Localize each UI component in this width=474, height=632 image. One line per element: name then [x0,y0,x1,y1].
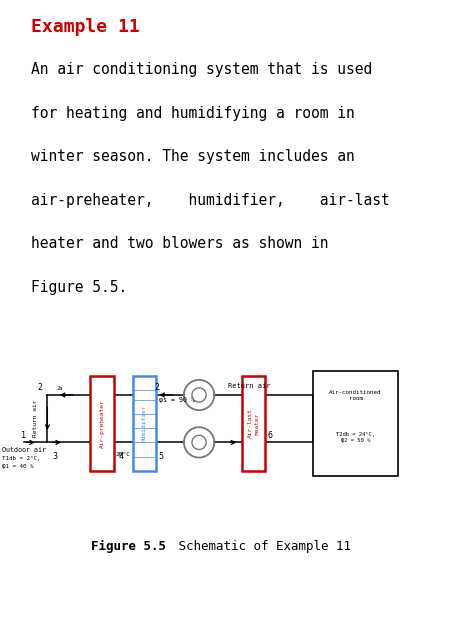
Bar [133,376,156,471]
Text: heater and two blowers as shown in: heater and two blowers as shown in [31,236,328,251]
Text: 2a: 2a [57,386,64,391]
Text: 4: 4 [118,452,124,461]
Bar [313,371,398,476]
Text: 6: 6 [268,430,273,440]
Text: for heating and humidifying a room in: for heating and humidifying a room in [31,106,355,121]
Text: T1db = 2°C,: T1db = 2°C, [2,456,41,461]
Text: 2: 2 [154,383,159,392]
Text: T2db = 24°C,
φ2 = 50 %: T2db = 24°C, φ2 = 50 % [336,432,375,443]
Text: Air-conditioned
room: Air-conditioned room [329,390,382,401]
Text: Air-preheater: Air-preheater [100,399,104,448]
Text: Return air: Return air [33,400,38,437]
Bar [242,376,265,471]
Text: φs = 90 %: φs = 90 % [159,397,195,403]
Text: Figure 5.5: Figure 5.5 [91,540,166,553]
Text: Figure 5.5.: Figure 5.5. [31,280,127,295]
Bar [90,376,114,471]
Text: Air-last
heater: Air-last heater [248,408,259,439]
Text: 20°C: 20°C [115,452,130,457]
Text: air-preheater,    humidifier,    air-last: air-preheater, humidifier, air-last [31,193,390,207]
Circle shape [192,435,206,449]
Text: 5: 5 [159,452,164,461]
Text: 1: 1 [21,430,27,440]
Text: Example 11: Example 11 [31,18,139,37]
Text: 2: 2 [38,383,43,392]
Text: Schematic of Example 11: Schematic of Example 11 [171,540,351,553]
Text: φ1 = 40 %: φ1 = 40 % [2,464,34,469]
Text: Humidifier: Humidifier [142,404,147,442]
Text: 3: 3 [52,452,57,461]
Text: An air conditioning system that is used: An air conditioning system that is used [31,62,372,77]
Text: winter season. The system includes an: winter season. The system includes an [31,149,355,164]
Text: Outdoor air: Outdoor air [2,447,46,453]
Text: Return air: Return air [228,383,270,389]
Circle shape [192,388,206,402]
